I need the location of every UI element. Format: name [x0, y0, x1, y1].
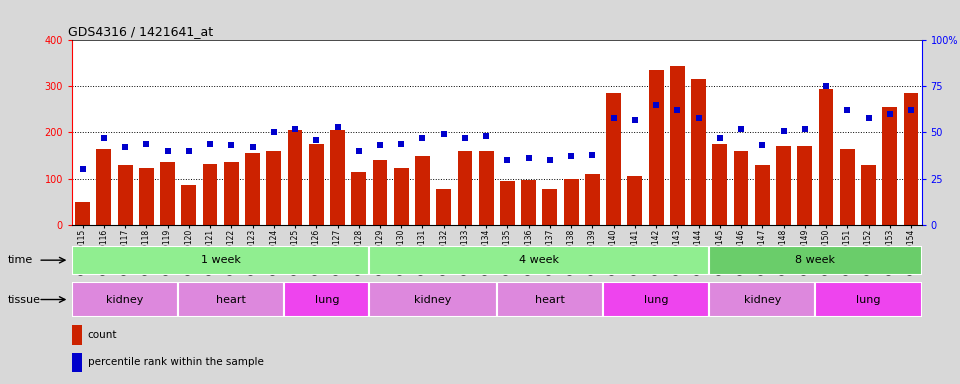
- Bar: [479, 151, 493, 225]
- Bar: [840, 149, 854, 225]
- Bar: [815, 282, 922, 317]
- Bar: [861, 165, 876, 225]
- Bar: [415, 156, 430, 225]
- Bar: [370, 282, 497, 317]
- Bar: [542, 189, 558, 225]
- Bar: [72, 353, 82, 372]
- Bar: [882, 107, 898, 225]
- Text: heart: heart: [216, 295, 246, 305]
- Text: kidney: kidney: [415, 295, 452, 305]
- Bar: [776, 146, 791, 225]
- Text: lung: lung: [315, 295, 339, 305]
- Bar: [521, 180, 536, 225]
- Bar: [72, 282, 179, 317]
- Bar: [96, 149, 111, 225]
- Bar: [733, 151, 749, 225]
- Bar: [394, 169, 409, 225]
- Text: lung: lung: [856, 295, 880, 305]
- Text: GDS4316 / 1421641_at: GDS4316 / 1421641_at: [68, 25, 213, 38]
- Bar: [628, 176, 642, 225]
- Bar: [139, 169, 154, 225]
- Text: tissue: tissue: [8, 295, 40, 305]
- Text: lung: lung: [644, 295, 668, 305]
- Bar: [288, 130, 302, 225]
- Text: time: time: [8, 255, 33, 265]
- Bar: [266, 151, 281, 225]
- Bar: [709, 246, 922, 275]
- Bar: [284, 282, 370, 317]
- Bar: [370, 246, 709, 275]
- Bar: [497, 282, 603, 317]
- Bar: [436, 189, 451, 225]
- Bar: [179, 282, 284, 317]
- Text: 4 week: 4 week: [519, 255, 560, 265]
- Bar: [603, 282, 709, 317]
- Bar: [160, 162, 175, 225]
- Bar: [458, 151, 472, 225]
- Bar: [691, 79, 706, 225]
- Bar: [903, 93, 919, 225]
- Bar: [500, 181, 515, 225]
- Text: 8 week: 8 week: [796, 255, 835, 265]
- Text: percentile rank within the sample: percentile rank within the sample: [88, 358, 264, 367]
- Bar: [330, 130, 345, 225]
- Bar: [649, 70, 663, 225]
- Bar: [372, 160, 388, 225]
- Bar: [181, 185, 196, 225]
- Bar: [203, 164, 218, 225]
- Bar: [585, 174, 600, 225]
- Bar: [606, 93, 621, 225]
- Bar: [709, 282, 815, 317]
- Bar: [72, 246, 370, 275]
- Bar: [670, 66, 684, 225]
- Bar: [351, 172, 366, 225]
- Bar: [75, 202, 90, 225]
- Bar: [224, 162, 239, 225]
- Bar: [245, 153, 260, 225]
- Bar: [712, 144, 728, 225]
- Bar: [118, 165, 132, 225]
- Bar: [755, 165, 770, 225]
- Bar: [72, 325, 82, 345]
- Bar: [819, 89, 833, 225]
- Text: kidney: kidney: [107, 295, 144, 305]
- Bar: [309, 144, 324, 225]
- Text: kidney: kidney: [744, 295, 781, 305]
- Text: count: count: [88, 330, 117, 340]
- Text: heart: heart: [535, 295, 564, 305]
- Text: 1 week: 1 week: [201, 255, 241, 265]
- Bar: [564, 179, 579, 225]
- Bar: [798, 146, 812, 225]
